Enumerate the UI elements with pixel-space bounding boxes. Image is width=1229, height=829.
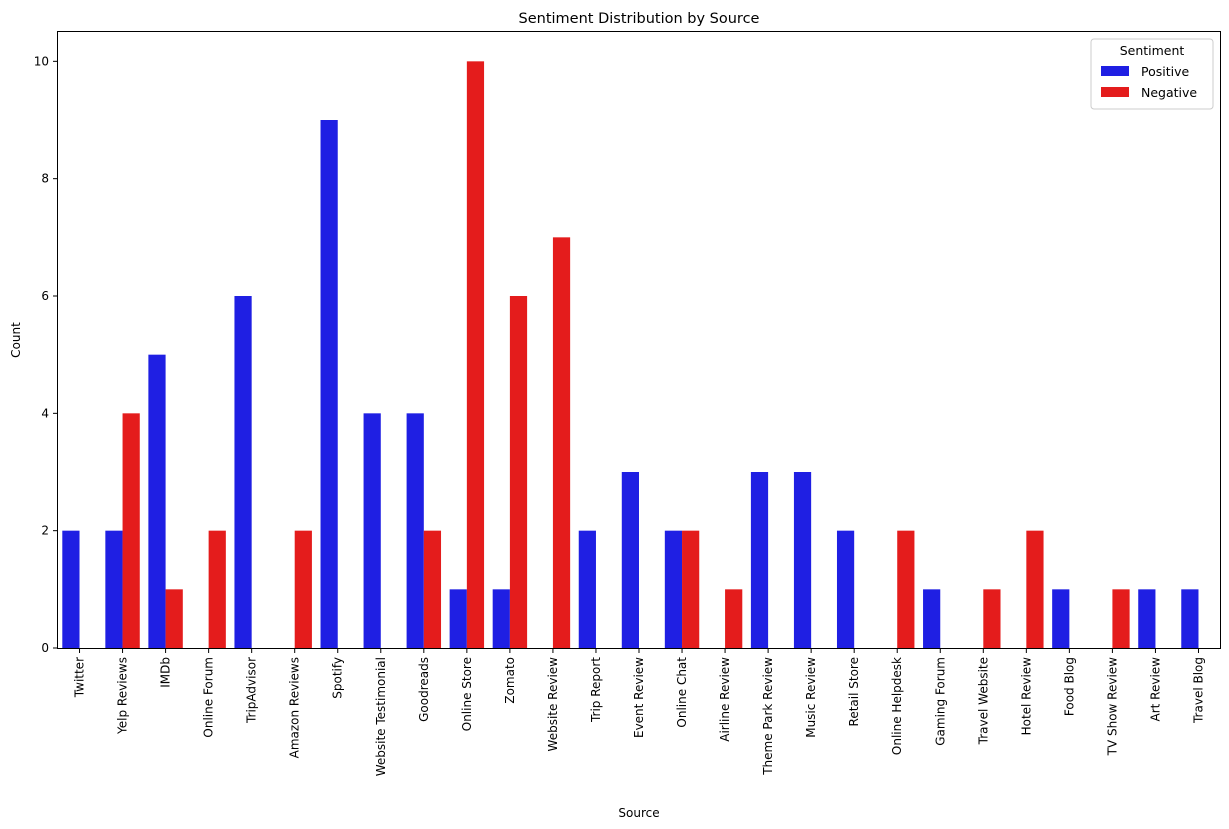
x-tick-label: Event Review	[632, 657, 646, 738]
bar-positive	[923, 589, 941, 648]
legend-entry-label: Positive	[1137, 64, 1189, 79]
x-tick-label: Travel Website	[976, 657, 990, 745]
x-tick-label: Gaming Forum	[933, 657, 947, 746]
x-tick-label: Website Testimonial	[374, 657, 388, 776]
bar-positive	[1138, 589, 1156, 648]
legend-swatch	[1101, 87, 1129, 97]
x-tick-label: Airline Review	[718, 657, 732, 742]
bar-negative	[165, 589, 183, 648]
x-tick-label: Food Blog	[1062, 657, 1076, 716]
x-axis: Twitter Yelp Reviews IMDb Online Forum TripA…	[73, 648, 1205, 776]
bar-positive	[148, 354, 166, 648]
bar-negative	[423, 530, 442, 648]
x-tick-label: Retail Store	[847, 657, 861, 726]
x-tick-label: Amazon Reviews	[288, 657, 302, 758]
bar-negative	[725, 589, 743, 648]
bar-positive	[320, 120, 338, 648]
bar-negative	[1026, 530, 1044, 648]
x-tick-label: Online Helpdesk	[890, 657, 904, 755]
bar-positive	[1181, 589, 1199, 648]
bar-positive	[621, 472, 639, 648]
y-tick-label: 0	[41, 641, 49, 655]
bar-negative	[983, 589, 1001, 648]
x-tick-label: Zomato	[503, 657, 517, 704]
x-tick-label: Music Review	[804, 657, 818, 738]
x-tick-label: Online Chat	[675, 657, 689, 728]
x-tick-label: Yelp Reviews	[116, 657, 130, 735]
x-tick-label: Hotel Review	[1019, 657, 1033, 736]
x-tick-label: Art Review	[1148, 657, 1162, 722]
bar-negative	[208, 530, 226, 648]
bar-positive	[578, 530, 596, 648]
bar-negative	[294, 530, 312, 648]
bar-negative	[552, 237, 571, 649]
bar-positive	[1052, 589, 1070, 648]
chart-title: Sentiment Distribution by Source	[519, 11, 760, 27]
y-tick-label: 2	[41, 524, 49, 538]
x-tick-label: Travel Blog	[1191, 657, 1205, 724]
x-tick-label: Spotify	[331, 657, 345, 699]
x-tick-label: TV Show Review	[1105, 657, 1119, 757]
y-tick-label: 4	[41, 406, 49, 420]
x-tick-label: Twitter	[73, 657, 87, 698]
bar-positive	[449, 589, 467, 648]
bar-positive	[750, 472, 769, 648]
bar-positive	[406, 413, 424, 648]
legend-title: Sentiment	[1120, 43, 1185, 58]
bar-negative	[509, 296, 528, 648]
bar-positive	[62, 530, 80, 648]
x-axis-label: Source	[618, 806, 659, 820]
y-axis-label: Count	[9, 322, 23, 358]
bar-positive	[664, 530, 683, 648]
x-tick-label: Online Store	[460, 657, 474, 731]
bar-positive	[105, 530, 123, 648]
bar-positive	[793, 472, 812, 648]
bar-negative	[122, 413, 140, 648]
x-tick-label: Trip Report	[589, 657, 603, 723]
legend-swatch	[1101, 66, 1129, 76]
x-tick-label: Goodreads	[417, 657, 431, 722]
bar-positive	[363, 413, 381, 648]
bar-negative	[897, 530, 915, 648]
bar-positive	[836, 530, 855, 648]
y-tick-label: 6	[41, 289, 49, 303]
legend-entry-label: Negative	[1137, 85, 1197, 100]
y-axis: 0 2 4 6 8 10	[34, 54, 58, 655]
y-tick-label: 10	[34, 54, 49, 68]
bar-negative	[466, 61, 485, 649]
bar-positive	[492, 589, 510, 648]
bar-positive	[234, 296, 252, 648]
x-tick-label: Theme Park Review	[761, 657, 775, 776]
x-tick-label: Website Review	[546, 657, 560, 752]
x-tick-label: Online Forum	[202, 657, 216, 738]
bar-negative	[1112, 589, 1130, 648]
x-tick-label: IMDb	[159, 657, 173, 688]
bar-negative	[682, 530, 700, 648]
x-tick-label: TripAdvisor	[245, 657, 259, 724]
legend: Sentiment Positive Negative	[1090, 38, 1214, 110]
y-tick-label: 8	[41, 172, 49, 186]
bars-layer	[62, 61, 1199, 649]
